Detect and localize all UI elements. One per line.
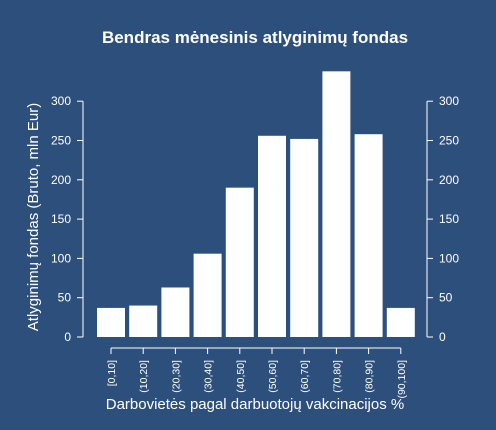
right-y-tick-label: 50 <box>439 291 453 305</box>
bar-7 <box>322 71 351 337</box>
bar-4 <box>225 187 254 337</box>
bar-2 <box>161 287 190 337</box>
x-tick-label: (50,60] <box>267 360 279 393</box>
left-y-tick-label: 250 <box>51 134 71 148</box>
right-y-tick-label: 200 <box>439 173 459 187</box>
x-tick-label: (20,30] <box>170 360 182 393</box>
left-y-tick-label: 50 <box>58 291 72 305</box>
y-axis-label: Atlyginimų fondas (Bruto, mln Eur) <box>25 103 42 331</box>
left-y-tick-label: 300 <box>51 94 71 108</box>
bar-3 <box>193 253 222 337</box>
x-tick-label: (60,70] <box>299 360 311 393</box>
left-y-tick-label: 150 <box>51 212 71 226</box>
axes: 0 50 100 150 200 250 300 0 50 100 150 200 250 300 [0,1… <box>51 94 459 398</box>
bar-1 <box>129 305 158 337</box>
x-tick-label: (30,40] <box>203 360 215 393</box>
bar-9 <box>386 307 415 337</box>
bar-0 <box>97 307 125 337</box>
x-tick-label: (70,80] <box>331 360 343 393</box>
x-axis-label: Darbovietės pagal darbuotojų vakcinacijo… <box>106 396 405 413</box>
x-tick-label: [0,10] <box>106 360 118 386</box>
bars <box>97 71 415 337</box>
right-y-tick-label: 100 <box>439 251 459 265</box>
left-y-tick-label: 100 <box>51 251 71 265</box>
x-tick-label: (40,50] <box>235 360 247 393</box>
x-tick-label: (90,100] <box>396 360 408 399</box>
chart-title: Bendras mėnesinis atlyginimų fondas <box>102 28 408 47</box>
bar-8 <box>354 134 383 337</box>
right-y-tick-label: 250 <box>439 134 459 148</box>
x-tick-label: (80,90] <box>364 360 376 393</box>
bar-5 <box>258 135 286 337</box>
right-y-tick-label: 0 <box>439 330 446 344</box>
left-y-tick-label: 200 <box>51 173 71 187</box>
right-y-tick-label: 300 <box>439 94 459 108</box>
x-tick-label: (10,20] <box>138 360 150 393</box>
bar-6 <box>290 138 319 337</box>
right-y-tick-label: 150 <box>439 212 459 226</box>
left-y-tick-label: 0 <box>64 330 71 344</box>
